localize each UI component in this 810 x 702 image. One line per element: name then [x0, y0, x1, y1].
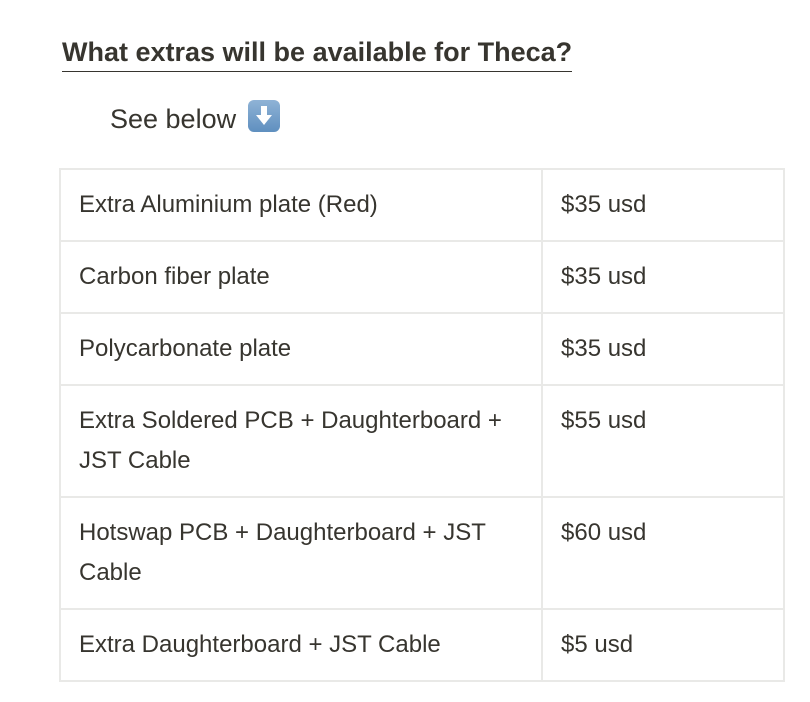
price-cell: $5 usd [541, 608, 785, 682]
item-cell: Hotswap PCB + Daughterboard + JST Cable [59, 496, 543, 610]
item-cell: Polycarbonate plate [59, 312, 543, 386]
price-cell: $35 usd [541, 240, 785, 314]
price-cell: $35 usd [541, 312, 785, 386]
price-cell: $60 usd [541, 496, 785, 610]
item-cell: Extra Aluminium plate (Red) [59, 168, 543, 242]
table-row: Extra Aluminium plate (Red) $35 usd [59, 168, 785, 242]
page-heading[interactable]: What extras will be available for Theca? [62, 34, 573, 72]
table-row: Polycarbonate plate $35 usd [59, 312, 785, 386]
intro-text: See below [110, 100, 280, 137]
table-row: Carbon fiber plate $35 usd [59, 240, 785, 314]
extras-table: Extra Aluminium plate (Red) $35 usd Carbo… [59, 168, 785, 682]
table-row: Hotswap PCB + Daughterboard + JST Cable $… [59, 496, 785, 610]
table-row: Extra Soldered PCB + Daughterboard + JST… [59, 384, 785, 498]
item-cell: Carbon fiber plate [59, 240, 543, 314]
table-row: Extra Daughterboard + JST Cable $5 usd [59, 608, 785, 682]
price-cell: $35 usd [541, 168, 785, 242]
price-cell: $55 usd [541, 384, 785, 498]
down-arrow-button-icon [247, 100, 280, 132]
item-cell: Extra Soldered PCB + Daughterboard + JST… [59, 384, 543, 498]
item-cell: Extra Daughterboard + JST Cable [59, 608, 543, 682]
intro-label: See below [110, 104, 237, 134]
